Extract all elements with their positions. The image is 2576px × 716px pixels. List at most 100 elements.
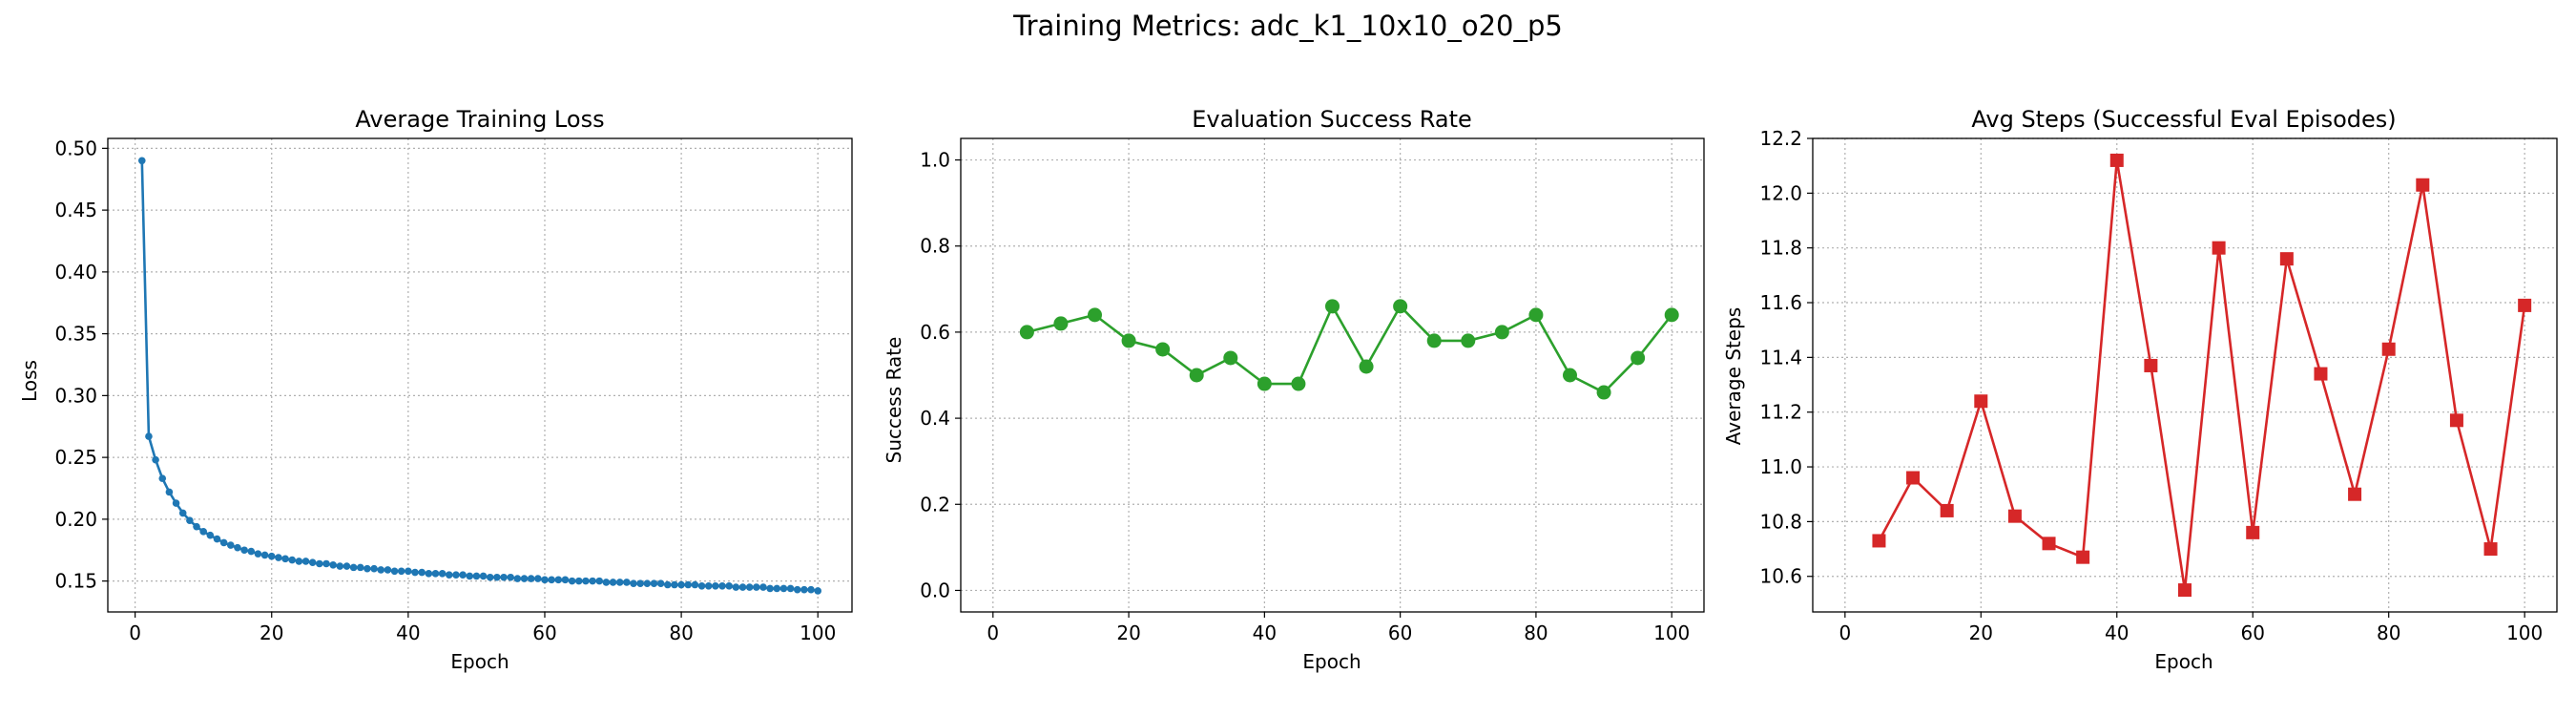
- data-point: [384, 566, 392, 574]
- y-tick-label: 11.8: [1759, 237, 1802, 260]
- data-point: [766, 584, 774, 593]
- data-point: [349, 563, 358, 572]
- y-axis-label: Loss: [18, 360, 41, 402]
- x-tick-label: 20: [260, 621, 283, 644]
- y-tick-label: 0.15: [54, 570, 97, 593]
- data-point: [595, 577, 604, 585]
- data-point: [343, 562, 351, 570]
- data-point: [691, 580, 699, 589]
- y-tick-label: 11.4: [1759, 346, 1802, 369]
- x-tick-label: 20: [1116, 621, 1140, 644]
- data-point: [1872, 534, 1886, 548]
- data-point: [397, 567, 405, 576]
- data-point: [1325, 299, 1340, 314]
- plot-training-loss: Average Training Loss Epoch Loss 0 20 40 60…: [18, 106, 853, 673]
- data-point: [1426, 333, 1442, 348]
- data-point: [2279, 252, 2294, 266]
- y-tick-label: 0.20: [54, 508, 97, 531]
- data-point: [1393, 299, 1408, 314]
- x-tick-label: 80: [1524, 621, 1548, 644]
- data-point: [2212, 241, 2226, 255]
- y-tick-label: 10.6: [1759, 565, 1802, 588]
- y-axis-label: Average Steps: [1722, 307, 1745, 445]
- data-point: [534, 575, 542, 582]
- data-point: [158, 474, 167, 482]
- data-point: [671, 580, 678, 589]
- y-tick-label: 12.2: [1759, 127, 1802, 150]
- data-point: [493, 573, 501, 581]
- data-point: [295, 558, 303, 565]
- data-point: [227, 541, 235, 549]
- data-point: [650, 579, 658, 588]
- x-tick-label: 100: [800, 621, 836, 644]
- y-tick-label: 0.0: [920, 579, 950, 601]
- plot-title: Avg Steps (Successful Eval Episodes): [1971, 106, 2396, 133]
- x-tick-label: 80: [669, 621, 693, 644]
- data-point: [301, 558, 310, 565]
- data-point: [329, 560, 337, 569]
- data-point: [2007, 509, 2022, 523]
- data-point: [486, 573, 494, 581]
- data-point: [602, 579, 611, 586]
- x-axis-label: Epoch: [2154, 650, 2212, 673]
- data-point: [472, 572, 481, 580]
- plot-title: Average Training Loss: [355, 106, 604, 133]
- data-point: [745, 583, 754, 591]
- data-point: [1596, 385, 1611, 400]
- y-tick-label: 0.40: [54, 261, 97, 284]
- y-tick-label: 12.0: [1759, 181, 1802, 204]
- data-point: [390, 567, 399, 576]
- y-tick-label: 0.8: [920, 235, 950, 258]
- data-point: [636, 579, 644, 588]
- y-tick-label: 0.45: [54, 199, 97, 221]
- data-point: [623, 579, 631, 586]
- data-point: [1155, 342, 1171, 357]
- data-point: [1974, 394, 1988, 409]
- data-point: [275, 554, 282, 561]
- data-point: [1019, 325, 1034, 340]
- data-point: [316, 559, 323, 568]
- data-point: [2483, 542, 2498, 557]
- data-point: [1291, 376, 1306, 391]
- y-tick-label: 10.8: [1759, 510, 1802, 533]
- data-point: [697, 582, 706, 590]
- data-point: [513, 575, 522, 582]
- plot-area: [1019, 299, 1679, 400]
- data-point: [615, 579, 624, 586]
- data-point: [213, 535, 221, 543]
- data-point: [663, 580, 672, 589]
- data-point: [1940, 503, 1954, 517]
- x-tick-label: 0: [1839, 621, 1851, 644]
- data-point: [2178, 583, 2192, 598]
- data-point: [165, 488, 174, 496]
- y-tick-label: 1.0: [920, 149, 950, 172]
- data-point: [466, 572, 474, 580]
- data-point: [704, 582, 713, 590]
- data-point: [759, 583, 767, 591]
- y-tick-label: 0.4: [920, 407, 950, 430]
- data-point: [2518, 298, 2532, 312]
- data-point: [1359, 359, 1374, 374]
- data-point: [240, 546, 248, 555]
- data-point: [1664, 307, 1679, 323]
- data-point: [507, 573, 515, 581]
- data-point: [308, 558, 317, 566]
- data-point: [1562, 368, 1577, 383]
- data-point: [568, 577, 576, 585]
- y-tick-label: 0.2: [920, 493, 950, 516]
- data-point: [1906, 471, 1921, 485]
- data-point: [2109, 153, 2124, 167]
- x-axis-label: Epoch: [450, 650, 509, 673]
- x-tick-label: 60: [532, 621, 556, 644]
- data-point: [2144, 358, 2158, 372]
- data-point: [814, 587, 822, 595]
- data-point: [288, 556, 297, 564]
- y-tick-label: 0.35: [54, 323, 97, 346]
- data-point: [1461, 333, 1476, 348]
- data-point: [779, 584, 788, 593]
- data-point: [800, 585, 808, 594]
- data-point: [520, 575, 529, 582]
- data-point: [260, 551, 269, 559]
